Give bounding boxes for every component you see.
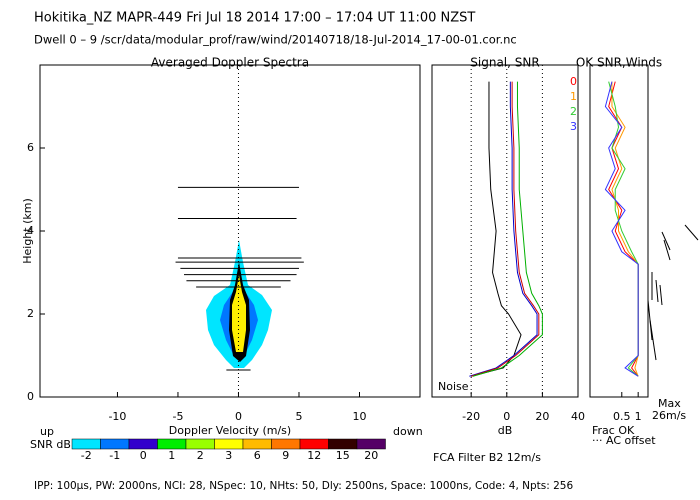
annotation: Noise (438, 380, 469, 393)
colorbar-box (128, 438, 158, 450)
x-tick-label: 0 (503, 410, 510, 423)
annotation: ··· AC offset (592, 434, 656, 447)
colorbar-box (157, 438, 187, 450)
panel-title: OK SNR,Winds (576, 55, 662, 69)
profile-line (472, 81, 543, 377)
profile-line (604, 81, 639, 377)
x-tick-label: 10 (352, 410, 366, 423)
x-axis-label: dB (498, 424, 513, 437)
x-tick-label: -5 (172, 410, 183, 423)
y-tick-label: 4 (27, 224, 34, 237)
colorbar-tick-label: 6 (254, 449, 261, 462)
y-tick-label: 0 (27, 390, 34, 403)
colorbar-tick-label: 9 (282, 449, 289, 462)
legend-entry: 2 (570, 105, 577, 118)
legend-entry: 0 (570, 75, 577, 88)
x-tick-label: 40 (571, 410, 585, 423)
x-tick-label: 0 (235, 410, 242, 423)
page-title: Hokitika_NZ MAPR-449 Fri Jul 18 2014 17:… (34, 11, 475, 26)
colorbar-tick-label: 3 (225, 449, 232, 462)
colorbar-label: SNR dB (30, 438, 71, 451)
right-label: down (393, 425, 423, 438)
colorbar-box (185, 438, 215, 450)
x-tick-label: 0.5 (613, 410, 631, 423)
profile-line (469, 81, 538, 377)
x-tick-label: 5 (295, 410, 302, 423)
colorbar-tick-label: 20 (364, 449, 378, 462)
colorbar-tick-label: 12 (307, 449, 321, 462)
colorbar-box (328, 438, 358, 450)
colorbar-box (71, 438, 101, 450)
y-tick-label: 2 (27, 307, 34, 320)
panel-title: Averaged Doppler Spectra (151, 55, 309, 69)
legend-entry: 1 (570, 90, 577, 103)
y-tick-label: 6 (27, 141, 34, 154)
y-axis-label: Height (km) (21, 198, 34, 264)
panel-frame (431, 64, 579, 398)
legend-entry: 3 (570, 120, 577, 133)
colorbar-tick-label: -2 (81, 449, 92, 462)
colorbar-tick-label: 2 (197, 449, 204, 462)
page-subtitle: Dwell 0 – 9 /scr/data/modular_prof/raw/w… (34, 33, 517, 47)
colorbar-box (299, 438, 329, 450)
x-axis-label: Frac OK (592, 424, 635, 437)
x-tick-label: -20 (462, 410, 480, 423)
x-tick-label: 1 (635, 410, 642, 423)
colorbar-tick-label: 1 (168, 449, 175, 462)
x-axis-label: Doppler Velocity (m/s) (169, 424, 291, 437)
colorbar-tick-label: 15 (336, 449, 350, 462)
profile-line (471, 81, 540, 377)
filter-label: FCA Filter B2 12m/s (433, 451, 541, 464)
colorbar-box (100, 438, 130, 450)
colorbar-box (214, 438, 244, 450)
colorbar-tick-label: 0 (140, 449, 147, 462)
colorbar-box (356, 438, 386, 450)
footer: IPP: 100µs, PW: 2000ns, NCI: 28, NSpec: … (34, 480, 573, 492)
panel-frame (589, 64, 649, 398)
x-tick-label: 20 (535, 410, 549, 423)
left-label: up (40, 425, 54, 438)
spectra-core (232, 275, 246, 352)
colorbar-tick-label: -1 (109, 449, 120, 462)
x-tick-label: -10 (108, 410, 126, 423)
wind-arrows (647, 224, 699, 361)
colorbar-box (242, 438, 272, 450)
max-label: Max (658, 397, 681, 410)
colorbar-box (271, 438, 301, 450)
panel-title: Signal, SNR (470, 55, 539, 69)
max-value: 26m/s (652, 409, 686, 422)
